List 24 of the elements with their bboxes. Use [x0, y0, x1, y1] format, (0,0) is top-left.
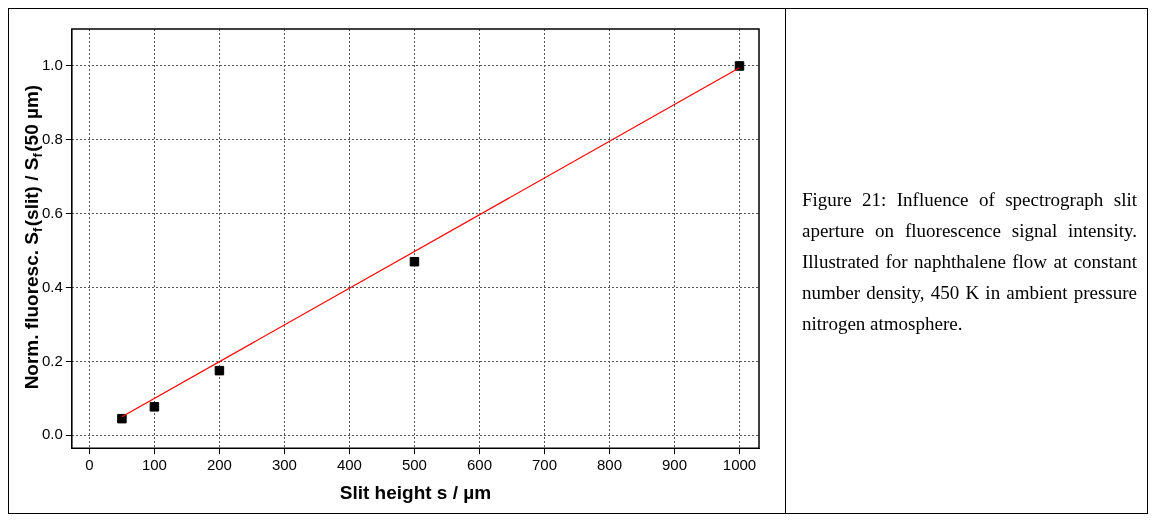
y-tick-label: 0.8: [41, 129, 63, 147]
caption: Figure 21: Influence of spectrograph slit aperture on fluorescence signal intensity. Illustrated for naphthalene flow at constant number density, 450 K in ambient pressure nitrogen atmosphere.: [802, 187, 1137, 336]
x-axis-title: Slit height s / µm: [339, 481, 492, 503]
point: [734, 61, 745, 71]
x-tick-label: 100: [141, 456, 167, 474]
x-tick-label: 400: [336, 456, 362, 474]
x-tick-label: 300: [271, 456, 297, 474]
point: [409, 256, 420, 267]
x-tick-label: 0: [85, 456, 94, 474]
point: [149, 402, 160, 412]
x-tick-label: 1000: [722, 456, 757, 474]
x-tick-label: 200: [206, 456, 232, 474]
x-tick-label: 700: [531, 456, 557, 474]
y-tick-label: 0.6: [41, 203, 63, 221]
y-tick-label: 0.2: [41, 351, 63, 369]
x-tick-label: 900: [661, 456, 687, 474]
y-tick-label: 0.4: [41, 277, 63, 295]
x-tick-label: 600: [466, 456, 492, 474]
point: [214, 365, 225, 376]
y-tick-label: 0.0: [41, 425, 63, 443]
x-tick-label: 800: [596, 456, 622, 474]
x-tick-label: 500: [401, 456, 427, 474]
y-tick-label: 1.0: [41, 56, 63, 74]
point: [117, 413, 127, 424]
